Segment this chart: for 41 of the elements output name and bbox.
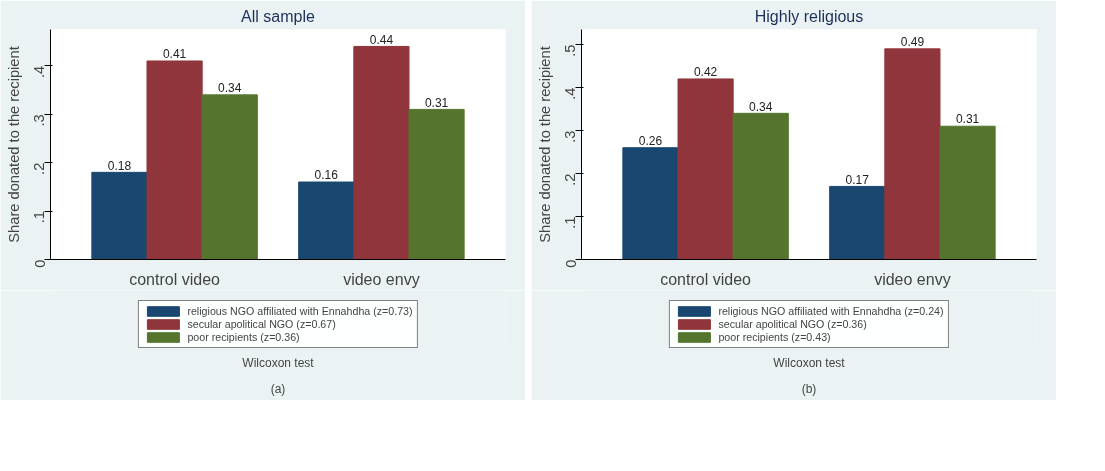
data-label: 0.34 xyxy=(218,81,242,96)
legend-label: poor recipients (z=0.43) xyxy=(718,331,831,343)
data-label: 0.44 xyxy=(369,32,394,47)
text: (a) xyxy=(270,381,286,396)
y-tick-label: .1 xyxy=(31,211,48,224)
x-tick-label: control video xyxy=(129,270,221,288)
y-tick-label: .2 xyxy=(562,173,579,186)
data-label: 0.49 xyxy=(900,35,925,50)
data-label: 0.41 xyxy=(162,47,187,62)
data-label: 0.26 xyxy=(638,133,663,148)
x-tick-label: control video xyxy=(660,270,752,288)
x-tick-label: video envy xyxy=(343,270,420,288)
y-tick-label: .2 xyxy=(31,162,48,175)
y-tick-label: .3 xyxy=(562,130,579,143)
data-label: 0.34 xyxy=(749,99,773,114)
data-label: 0.42 xyxy=(693,65,718,80)
legend-label: poor recipients (z=0.36) xyxy=(187,331,300,343)
text: (b) xyxy=(801,381,817,396)
y-axis-title: Share donated to the recipient xyxy=(536,46,553,243)
text: Wilcoxon test xyxy=(773,355,846,370)
legend-label: religious NGO affiliated with Ennahdha (z=0.73) xyxy=(187,305,413,317)
legend-label: secular apolitical NGO (z=0.67) xyxy=(187,318,336,330)
data-label: 0.18 xyxy=(107,158,132,173)
legend-label: secular apolitical NGO (z=0.36) xyxy=(718,318,867,330)
data-label: 0.16 xyxy=(314,168,339,183)
chart-title: Highly religious xyxy=(754,7,864,25)
y-tick-label: .1 xyxy=(562,216,579,229)
chart-title: All sample xyxy=(241,7,315,25)
y-tick-label: 0 xyxy=(562,259,579,268)
y-tick-label: .5 xyxy=(562,44,579,57)
text: Wilcoxon test xyxy=(242,355,315,370)
y-tick-label: .4 xyxy=(31,65,48,79)
data-label: 0.31 xyxy=(955,112,980,127)
y-tick-label: 0 xyxy=(31,259,48,268)
x-tick-label: video envy xyxy=(874,270,951,288)
y-tick-label: .4 xyxy=(562,87,579,100)
y-axis-title: Share donated to the recipient xyxy=(5,46,22,243)
data-label: 0.31 xyxy=(424,95,449,110)
legend-label: religious NGO affiliated with Ennahdha (z=0.24) xyxy=(718,305,944,317)
y-tick-label: .3 xyxy=(31,114,48,127)
data-label: 0.17 xyxy=(845,172,870,187)
